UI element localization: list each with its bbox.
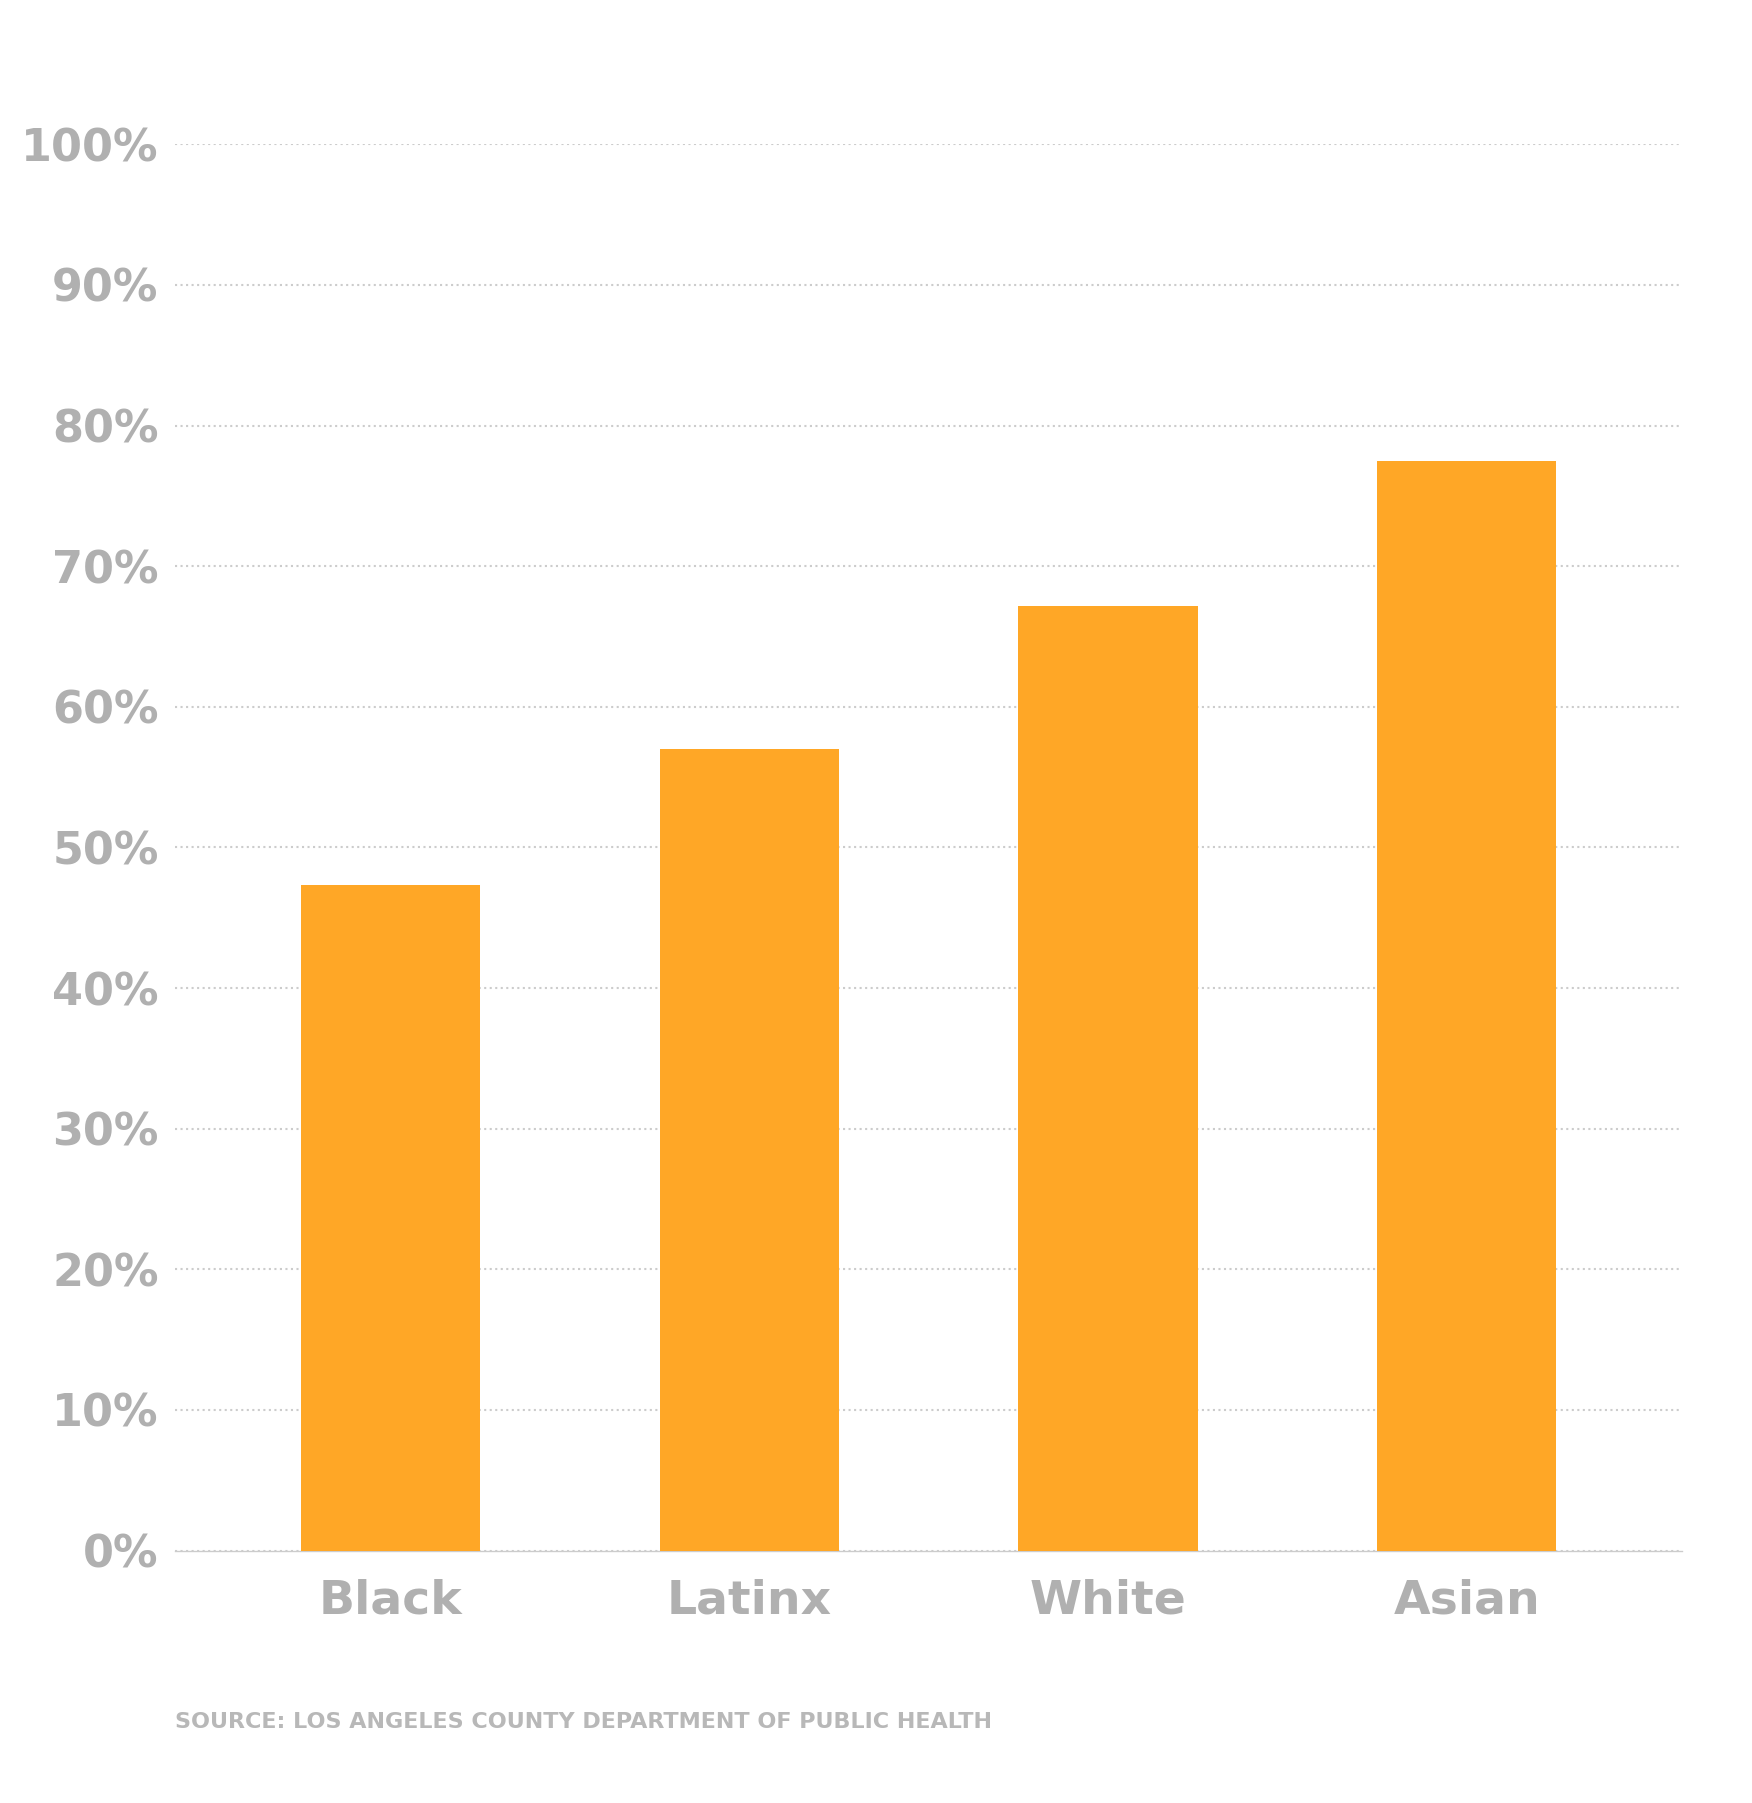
Bar [1377, 460, 1556, 1551]
Bar [659, 748, 839, 1551]
Bar [301, 885, 480, 1551]
Text: SOURCE: LOS ANGELES COUNTY DEPARTMENT OF PUBLIC HEALTH: SOURCE: LOS ANGELES COUNTY DEPARTMENT OF… [175, 1711, 992, 1733]
Bar [1018, 606, 1198, 1551]
